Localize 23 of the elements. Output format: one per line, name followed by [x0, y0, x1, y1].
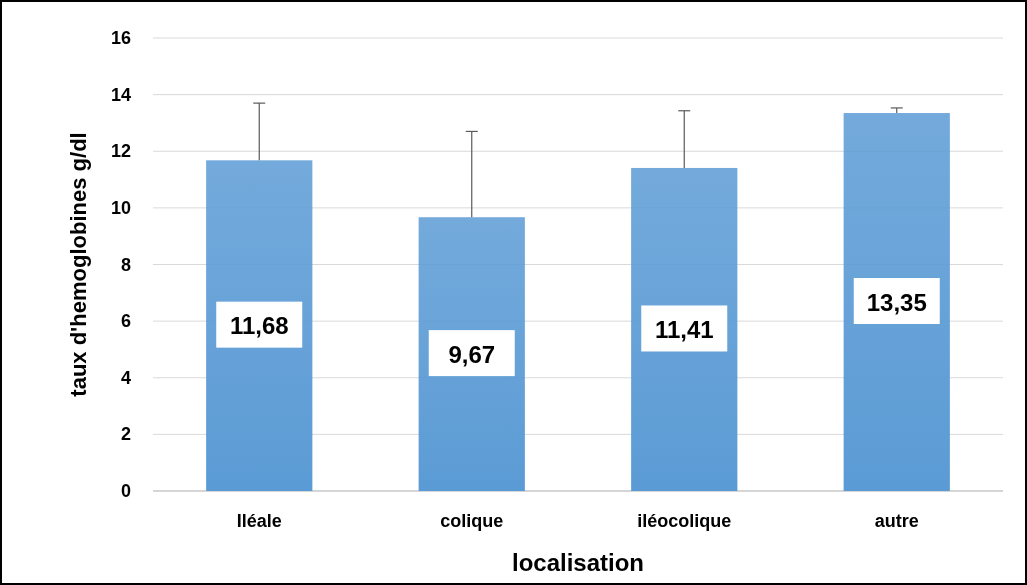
- y-tick-label: 10: [110, 197, 131, 218]
- data-label: 9,67: [448, 340, 496, 368]
- y-tick-label: 0: [120, 481, 131, 501]
- bar: [631, 167, 738, 491]
- y-tick-label: 12: [110, 141, 131, 162]
- y-tick-label: 4: [120, 367, 131, 388]
- x-tick-label: autre: [874, 511, 919, 531]
- y-tick-label: 16: [110, 28, 131, 48]
- bar: [418, 217, 525, 491]
- x-tick-label: iléocolique: [637, 511, 732, 531]
- y-tick-label: 6: [120, 311, 131, 332]
- y-tick-label: 14: [110, 84, 131, 105]
- y-tick-label: 2: [120, 424, 131, 445]
- x-tick-label: Iléale: [236, 511, 282, 531]
- y-axis-title: taux d'hemoglobines g/dl: [66, 132, 91, 397]
- bar: [206, 160, 313, 491]
- x-tick-label: colique: [440, 511, 504, 531]
- x-axis-title: localisation: [511, 549, 645, 576]
- data-label: 11,68: [229, 312, 289, 340]
- data-label: 13,35: [866, 288, 927, 316]
- bar: [843, 113, 950, 491]
- data-label: 11,41: [654, 315, 714, 343]
- y-tick-label: 8: [120, 254, 131, 275]
